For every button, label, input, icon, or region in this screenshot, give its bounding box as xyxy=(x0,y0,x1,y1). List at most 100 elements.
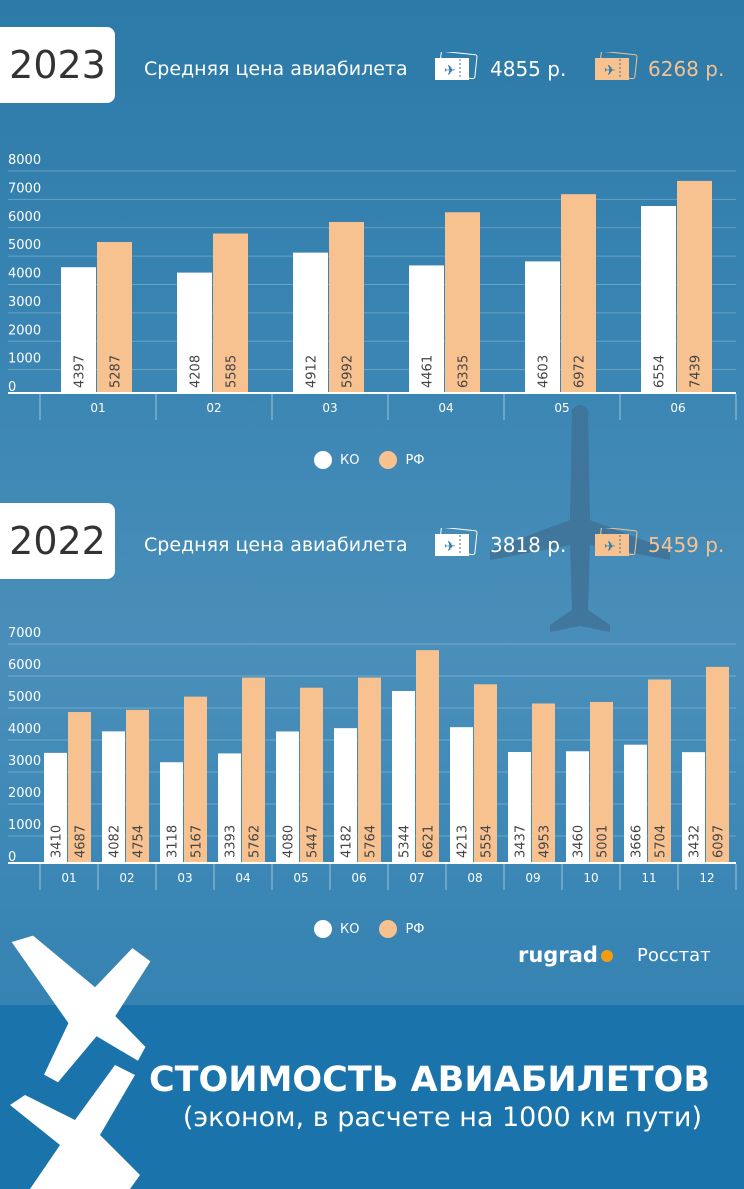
x-tick-label: 03 xyxy=(322,401,337,415)
bar-rf xyxy=(474,684,497,862)
data-label: 5554 xyxy=(480,825,495,858)
avg-price-rf: 5459 р. xyxy=(648,533,725,557)
data-label: 4603 xyxy=(537,355,552,388)
x-tick-label: 10 xyxy=(583,871,598,885)
legend-label-ko: КО xyxy=(340,452,360,468)
bar-rf xyxy=(213,233,248,392)
x-tick-label: 08 xyxy=(467,871,482,885)
svg-text:✈: ✈ xyxy=(604,63,616,79)
y-tick-label: 7000 xyxy=(8,181,41,196)
y-tick-label: 5000 xyxy=(8,238,41,253)
bar-rf xyxy=(532,703,555,862)
data-label: 5585 xyxy=(225,355,240,388)
svg-text:✈: ✈ xyxy=(444,539,456,555)
bar-ko xyxy=(508,752,531,862)
y-tick-label: 3000 xyxy=(8,295,41,310)
bar-rf xyxy=(590,701,613,862)
bar-rf xyxy=(97,241,132,392)
data-label: 4461 xyxy=(421,355,436,388)
svg-text:✈: ✈ xyxy=(604,539,616,555)
x-tick-label: 05 xyxy=(293,871,308,885)
bar-ko xyxy=(44,752,67,862)
legend-swatch-ko xyxy=(314,920,332,938)
legend-swatch-rf xyxy=(379,451,398,469)
data-label: 6621 xyxy=(422,825,437,858)
bar-ko xyxy=(276,731,299,862)
y-tick-label: 7000 xyxy=(8,626,41,641)
bar-ko xyxy=(61,267,96,392)
x-tick-label: 01 xyxy=(61,871,76,885)
y-tick-label: 6000 xyxy=(8,658,41,673)
bar-ko xyxy=(450,727,473,862)
bar-rf xyxy=(561,194,596,392)
ticket-icon-ko: ✈ xyxy=(435,52,478,80)
bar-ko xyxy=(624,744,647,862)
data-label: 4213 xyxy=(456,825,471,858)
data-label: 3666 xyxy=(630,825,645,858)
bar-rf xyxy=(300,687,323,862)
bar-ko xyxy=(177,272,212,392)
x-tick-label: 02 xyxy=(206,401,221,415)
ticket-icon-ko: ✈ xyxy=(435,528,478,556)
legend-2023: КО РФ xyxy=(314,451,425,469)
data-label: 5001 xyxy=(596,825,611,858)
y-tick-label: 4000 xyxy=(8,267,41,282)
bar-ko xyxy=(293,252,328,392)
data-label: 7439 xyxy=(689,355,704,388)
bar-rf xyxy=(184,696,207,862)
data-label: 3460 xyxy=(572,825,587,858)
avg-price-rf: 6268 р. xyxy=(648,57,725,81)
data-label: 5447 xyxy=(306,825,321,858)
data-label: 4397 xyxy=(73,355,88,388)
data-label: 3393 xyxy=(224,825,239,858)
airplane-icon xyxy=(10,935,151,1189)
bar-ko xyxy=(392,690,415,862)
bar-ko xyxy=(682,752,705,862)
data-label: 5992 xyxy=(341,355,356,388)
data-label: 6972 xyxy=(573,355,588,388)
x-tick-label: 01 xyxy=(90,401,105,415)
data-label: 4912 xyxy=(305,355,320,388)
x-tick-label: 04 xyxy=(235,871,250,885)
data-label: 3437 xyxy=(514,825,529,858)
bar-rf xyxy=(648,679,671,862)
data-label: 5704 xyxy=(654,825,669,858)
background-airplane xyxy=(490,405,670,632)
legend-label-rf: РФ xyxy=(405,452,425,468)
data-label: 6097 xyxy=(712,825,727,858)
banner-title: СТОИМОСТЬ АВИАБИЛЕТОВ xyxy=(148,1060,710,1100)
legend-label-rf: РФ xyxy=(405,921,425,937)
x-tick-label: 06 xyxy=(351,871,366,885)
bar-ko xyxy=(641,206,676,392)
avg-price-ko: 4855 р. xyxy=(490,57,567,81)
bar-rf xyxy=(68,712,91,862)
x-tick-label: 02 xyxy=(119,871,134,885)
legend-2022: КО РФ xyxy=(314,920,425,938)
bar-rf xyxy=(126,709,149,862)
data-label: 4080 xyxy=(282,825,297,858)
x-tick-label: 11 xyxy=(641,871,656,885)
x-tick-label: 07 xyxy=(409,871,424,885)
y-tick-label: 4000 xyxy=(8,722,41,737)
bar-ko xyxy=(334,728,357,862)
banner-subtitle: (эконом, в расчете на 1000 км пути) xyxy=(182,1102,702,1133)
data-label: 5287 xyxy=(109,355,124,388)
bar-rf xyxy=(242,677,265,862)
avg-price-label: Средняя цена авиабилета xyxy=(144,58,408,80)
legend-swatch-ko xyxy=(314,451,332,469)
data-label: 4082 xyxy=(108,825,123,858)
y-tick-label: 8000 xyxy=(8,153,41,168)
legend-label-ko: КО xyxy=(340,921,360,937)
bar-rf xyxy=(706,666,729,862)
x-tick-label: 04 xyxy=(438,401,453,415)
bar-rf xyxy=(677,180,712,392)
bar-ko xyxy=(218,753,241,862)
bar-ko xyxy=(409,265,444,392)
ticket-icon-rf: ✈ xyxy=(595,52,638,80)
bar-rf xyxy=(329,221,364,392)
year-label-2023: 2023 xyxy=(0,27,115,103)
bar-ko xyxy=(525,261,560,392)
y-tick-label: 1000 xyxy=(8,352,41,367)
y-tick-label: 2000 xyxy=(8,786,41,801)
y-tick-label: 5000 xyxy=(8,690,41,705)
